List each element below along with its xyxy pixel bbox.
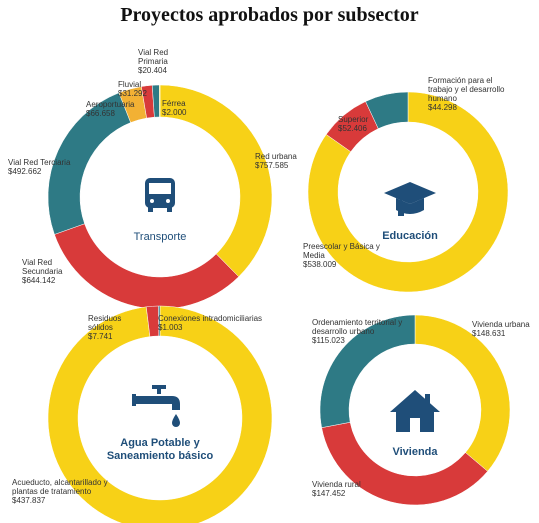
segment-value: $148.631 xyxy=(472,329,506,338)
segment-name: Red urbana xyxy=(255,152,297,161)
segment-value: $31.292 xyxy=(118,89,147,98)
donut-segment xyxy=(47,305,273,523)
segment-name: Conexiones intradomiciliarias xyxy=(158,314,263,323)
donut-segment xyxy=(159,84,161,118)
segment-value: $7.741 xyxy=(88,332,113,341)
segment-name: Formación para el trabajo y el desarroll… xyxy=(428,76,505,103)
chart-title: Educación xyxy=(382,230,438,242)
segment-value: $1.003 xyxy=(158,323,183,332)
segment-label: Formación para el trabajo y el desarroll… xyxy=(428,76,508,112)
faucet-icon xyxy=(132,385,180,427)
segment-label: Vial Red Secundaria $644.142 xyxy=(22,258,77,285)
cap-icon xyxy=(384,182,436,216)
segment-name: Ordenamiento territorial y desarrollo ur… xyxy=(312,318,403,336)
segment-value: $492.662 xyxy=(8,167,42,176)
segment-value: $147.452 xyxy=(312,489,346,498)
segment-label: Superior $52.406 xyxy=(338,115,388,133)
segment-name: Superior xyxy=(338,115,369,124)
segment-label: Vial Red Terciaria $492.662 xyxy=(8,158,88,176)
segment-value: $757.585 xyxy=(255,161,289,170)
bus-icon xyxy=(145,178,175,212)
segment-name: Preescolar y Básica y Media xyxy=(303,242,380,260)
segment-name: Vial Red Primaria xyxy=(138,48,169,66)
segment-label: Conexiones intradomiciliarias $1.003 xyxy=(158,314,273,332)
donut-segment xyxy=(307,91,509,293)
segment-value: $52.406 xyxy=(338,124,367,133)
segment-name: Vial Red Terciaria xyxy=(8,158,71,167)
house-icon xyxy=(390,390,440,432)
page-title: Proyectos aprobados por subsector xyxy=(120,4,419,26)
segment-value: $66.658 xyxy=(86,109,115,118)
segment-name: Férrea xyxy=(162,99,186,108)
segment-name: Vivienda urbana xyxy=(472,320,530,329)
chart-title: Transporte xyxy=(133,231,187,243)
segment-label: Vivienda urbana $148.631 xyxy=(472,320,539,338)
segment-label: Preescolar y Básica y Media $538.009 xyxy=(303,242,383,269)
segment-value: $644.142 xyxy=(22,276,56,285)
donut-segment xyxy=(159,84,273,278)
segment-name: Residuos sólidos xyxy=(88,314,122,332)
segment-value: $44.298 xyxy=(428,103,457,112)
segment-name: Acueducto, alcantarillado y plantas de t… xyxy=(12,478,108,496)
segment-label: Red urbana $757.585 xyxy=(255,152,315,170)
segment-label: Fluvial $31.292 xyxy=(118,80,158,98)
segment-label: Vial Red Primaria $20.404 xyxy=(138,48,183,75)
donut-segment xyxy=(158,305,161,337)
segment-label: Aeroportuaria $66.658 xyxy=(86,100,141,118)
segment-name: Vivienda rural xyxy=(312,480,361,489)
segment-label: Vivienda rural $147.452 xyxy=(312,480,372,498)
segment-value: $2.000 xyxy=(162,108,187,117)
segment-name: Fluvial xyxy=(118,80,142,89)
segment-label: Residuos sólidos $7.741 xyxy=(88,314,143,341)
segment-label: Acueducto, alcantarillado y plantas de t… xyxy=(12,478,112,505)
donut-segment xyxy=(319,314,416,428)
segment-value: $115.023 xyxy=(312,336,345,345)
segment-name: Vial Red Secundaria xyxy=(22,258,63,276)
segment-name: Aeroportuaria xyxy=(86,100,135,109)
chart-title: Vivienda xyxy=(392,446,438,458)
chart-title: Agua Potable y Saneamiento básico xyxy=(106,437,214,462)
donut-segment xyxy=(321,421,488,506)
segment-value: $437.837 xyxy=(12,496,46,505)
donut-segment xyxy=(365,91,409,129)
segment-value: $20.404 xyxy=(138,66,167,75)
segment-label: Férrea $2.000 xyxy=(162,99,202,117)
segment-label: Ordenamiento territorial y desarrollo ur… xyxy=(312,318,427,345)
segment-value: $538.009 xyxy=(303,260,337,269)
